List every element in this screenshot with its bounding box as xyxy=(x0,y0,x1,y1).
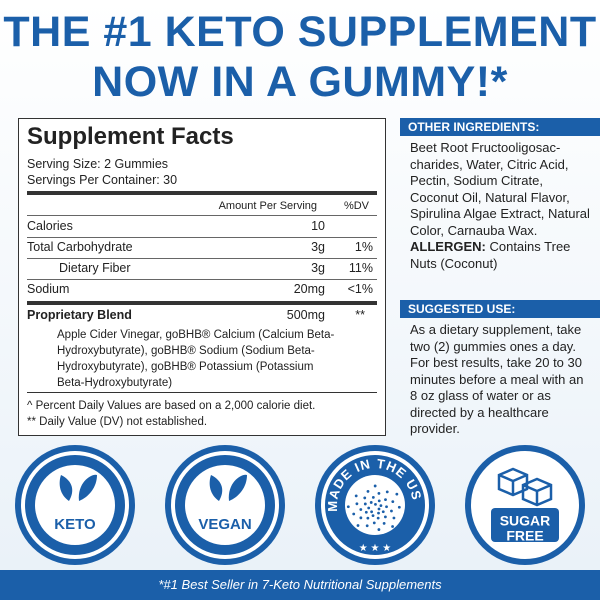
nutrient: Calories xyxy=(27,219,73,233)
headline: THE #1 KETO SUPPLEMENT xyxy=(3,8,597,56)
facts-title: Supplement Facts xyxy=(27,123,234,150)
star xyxy=(391,525,394,528)
ingredients: Beet Root Fructooligosac-charides, Water… xyxy=(410,140,590,238)
star xyxy=(372,521,376,525)
star xyxy=(365,524,369,528)
star xyxy=(392,516,396,520)
dv: <1% xyxy=(347,282,373,296)
star xyxy=(359,516,363,520)
dv: 11% xyxy=(348,261,373,275)
footnote: ** Daily Value (DV) not established. xyxy=(27,416,208,428)
star xyxy=(391,500,395,504)
headline: NOW IN A GUMMY!* xyxy=(92,58,508,106)
star xyxy=(352,512,356,516)
badge-label: FREE xyxy=(506,528,543,544)
servings: Servings Per Container: 30 xyxy=(27,173,178,187)
leaf xyxy=(59,474,97,501)
rule xyxy=(27,191,377,195)
star xyxy=(346,505,350,509)
fact-row: Total Carbohydrate 3g 1% xyxy=(27,237,377,259)
star xyxy=(385,505,388,509)
star xyxy=(371,495,375,499)
section-heading: OTHER INGREDIENTS: xyxy=(400,118,600,136)
blend-row: Proprietary Blend 500mg ** xyxy=(27,305,377,326)
rule xyxy=(27,392,377,393)
star xyxy=(397,505,401,509)
leaf xyxy=(209,474,247,501)
star xyxy=(366,516,370,520)
star xyxy=(377,528,381,531)
dv-header: %DV xyxy=(343,200,369,212)
amount: 3g xyxy=(311,240,325,254)
fact-row: Sodium 20mg <1% xyxy=(27,279,377,300)
stars: ★ ★ ★ xyxy=(359,543,391,554)
amount-header: Amount Per Serving xyxy=(218,200,317,212)
badge-inner xyxy=(35,465,115,545)
star xyxy=(367,506,371,510)
cube xyxy=(521,477,553,507)
star xyxy=(395,492,399,496)
ingredients-text: Beet Root Fructooligosac-charides, Water… xyxy=(410,140,592,272)
star xyxy=(354,494,358,498)
star xyxy=(382,521,386,525)
star xyxy=(356,524,360,527)
star xyxy=(373,484,377,488)
star xyxy=(366,489,370,493)
star xyxy=(385,490,389,494)
amount: 20mg xyxy=(293,282,325,296)
column-header: Amount Per Serving %DV xyxy=(27,197,377,216)
nutrient: Sodium xyxy=(27,282,70,296)
blend-dv: ** xyxy=(355,308,365,322)
footnote: ^ Percent Daily Values are based on a 2,… xyxy=(27,400,316,412)
suggested-text: As a dietary supplement, take two (2) gu… xyxy=(410,322,584,436)
star xyxy=(371,514,375,518)
cube xyxy=(497,467,529,497)
star xyxy=(355,502,359,506)
rule xyxy=(27,301,377,305)
star xyxy=(377,507,381,511)
facts-panel: Supplement Facts Serving Size: 2 Gummies… xyxy=(18,118,386,436)
star xyxy=(377,511,380,515)
blend-ingredients: Apple Cider Vinegar, goBHB® Calcium (Cal… xyxy=(57,329,335,389)
star xyxy=(383,515,387,519)
badge: KETO xyxy=(15,445,135,565)
amount: 10 xyxy=(311,219,325,233)
badge-inner xyxy=(185,465,265,545)
fact-row: Dietary Fiber 3g 11% xyxy=(27,258,377,280)
star xyxy=(364,510,368,514)
star xyxy=(377,491,381,495)
star xyxy=(363,496,367,500)
badge-label: VEGAN xyxy=(198,516,251,533)
allergen-text: Contains Tree Nuts (Coconut) xyxy=(410,239,571,271)
badge-label: SUGAR xyxy=(500,513,551,529)
nutrient: Total Carbohydrate xyxy=(27,240,133,254)
nutrient: Dietary Fiber xyxy=(59,261,131,275)
star xyxy=(370,510,374,514)
amount: 3g xyxy=(311,261,325,275)
allergen-label: ALLERGEN: xyxy=(410,239,486,254)
star xyxy=(376,516,380,520)
badge-label: KETO xyxy=(54,516,96,533)
blend-name: Proprietary Blend xyxy=(27,308,132,322)
serving-size: Serving Size: 2 Gummies xyxy=(27,157,169,171)
star xyxy=(384,498,387,502)
star xyxy=(377,499,381,503)
section-heading: SUGGESTED USE: xyxy=(400,300,600,318)
star xyxy=(390,509,393,513)
star xyxy=(379,504,383,508)
footer: *#1 Best Seller in 7-Keto Nutritional Su… xyxy=(0,570,600,600)
star xyxy=(363,502,367,506)
badge: VEGAN xyxy=(165,445,285,565)
star xyxy=(374,502,377,506)
badge-plate xyxy=(491,508,559,542)
star xyxy=(381,510,385,514)
dv: 1% xyxy=(354,240,373,254)
fact-row: Calories 10 xyxy=(27,216,377,238)
star xyxy=(359,508,363,511)
star xyxy=(369,501,373,504)
blend-amount: 500mg xyxy=(286,308,325,322)
